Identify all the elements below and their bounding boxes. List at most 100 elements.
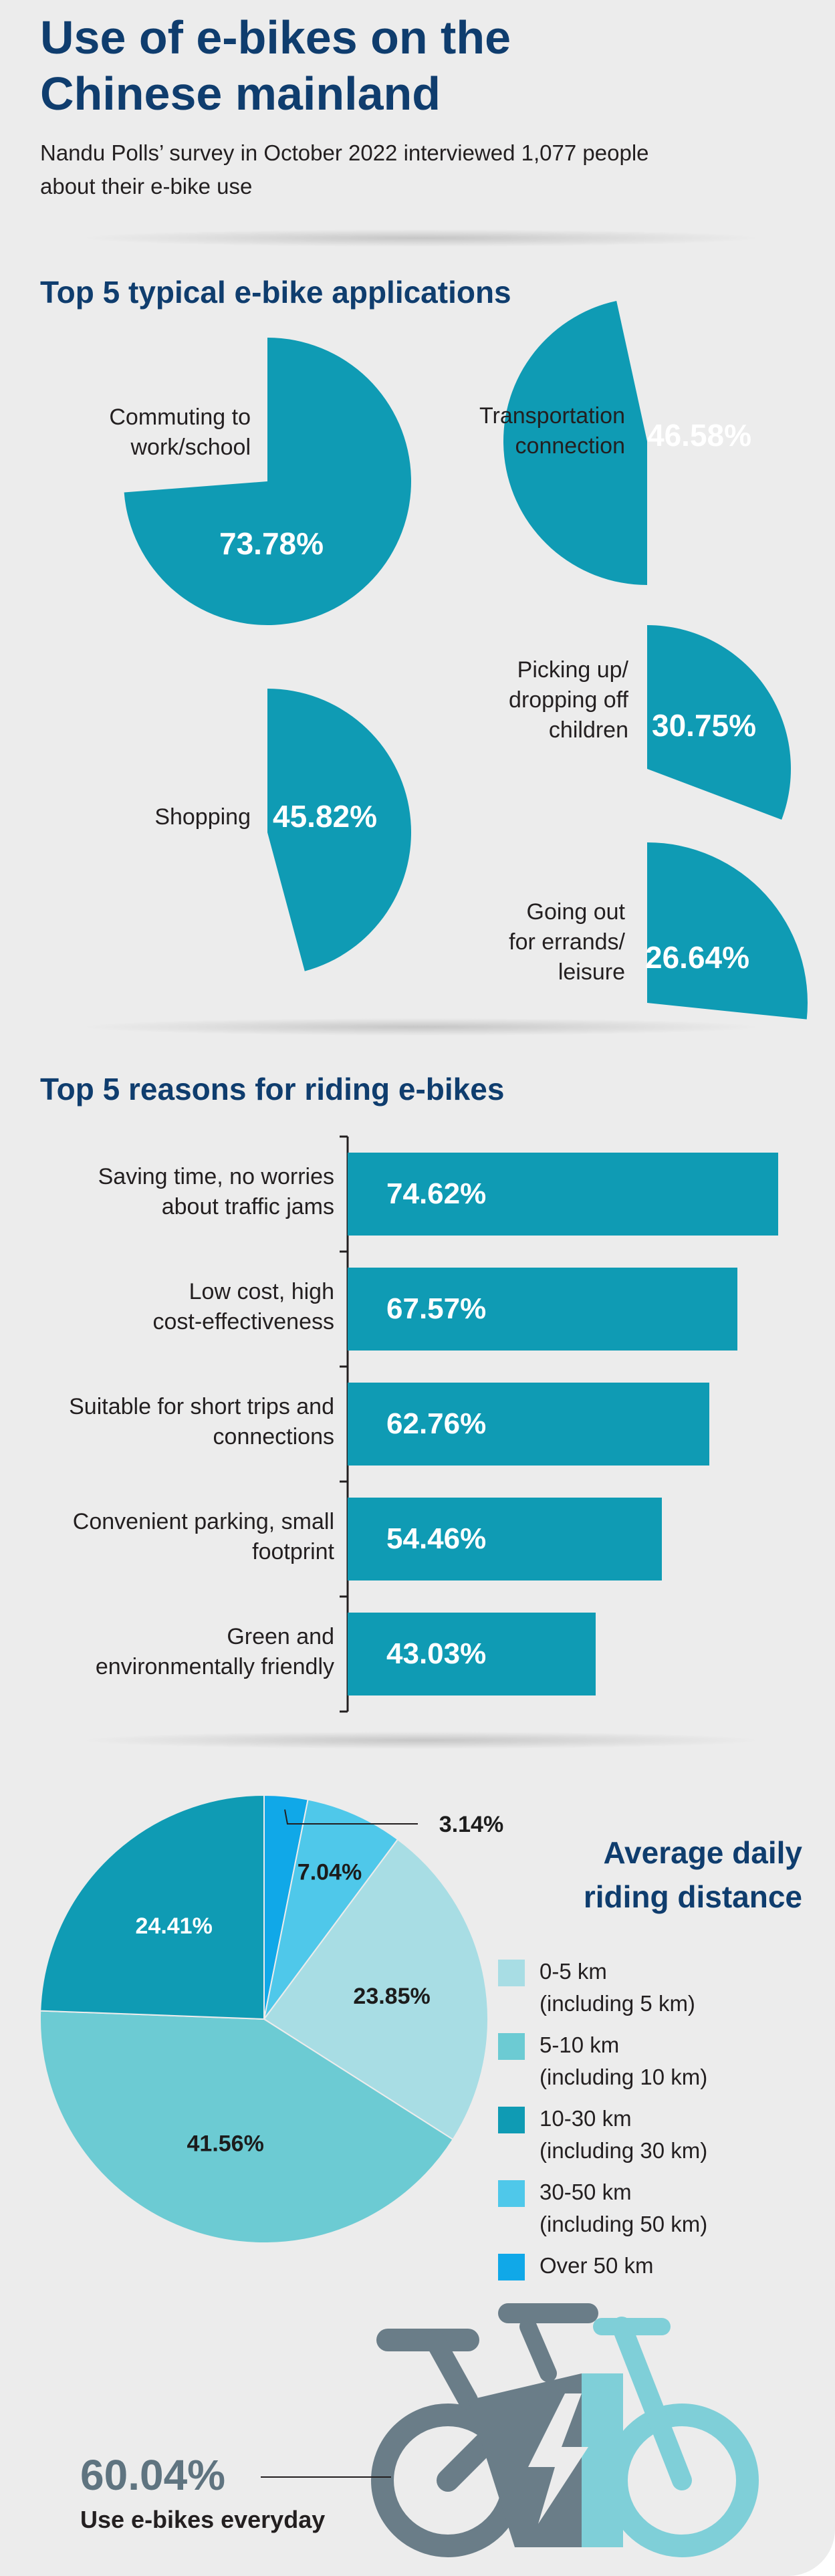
application-label-children: Picking up/ dropping off children — [401, 655, 628, 745]
reason-bar: 74.62% — [348, 1153, 778, 1236]
reason-label: Saving time, no worries about traffic jam… — [27, 1162, 334, 1222]
reason-bar: 67.57% — [348, 1268, 737, 1351]
title-line-2: Chinese mainland — [40, 68, 441, 120]
reason-bar: 43.03% — [348, 1613, 596, 1695]
reason-label: Green and environmentally friendly — [27, 1622, 334, 1682]
application-sector — [124, 338, 412, 625]
application-label-errands: Going out for errands/ leisure — [401, 897, 625, 987]
section-divider — [87, 1732, 755, 1749]
application-value-shopping: 45.82% — [273, 799, 378, 834]
legend-label-line: 0-5 km — [540, 1959, 607, 1984]
legend-swatch — [498, 2107, 525, 2133]
legend-label: 0-5 km (including 5 km) — [540, 1956, 794, 2020]
reason-value: 62.76% — [386, 1407, 487, 1440]
reason-label-line: environmentally friendly — [95, 1654, 334, 1679]
application-label-transportation: Transportation connection — [401, 401, 625, 461]
section-divider — [87, 1018, 755, 1036]
label-line: Picking up/ — [517, 657, 628, 683]
application-sector — [503, 300, 647, 585]
reason-label-line: Convenient parking, small — [72, 1509, 334, 1534]
distance-value-label: 23.85% — [353, 1984, 430, 2009]
application-value-transportation: 46.58% — [647, 418, 752, 453]
legend-label-line: Over 50 km — [540, 2253, 654, 2278]
distance-pie-chart: 3.14% 7.04% 23.85% 41.56% 24.41% — [39, 1794, 503, 2244]
subtitle-line-2: about their e-bike use — [40, 174, 253, 199]
label-line: for errands/ — [509, 929, 625, 955]
distance-value-label: 3.14% — [439, 1812, 503, 1837]
page-subtitle: Nandu Polls’ survey in October 2022 inte… — [40, 136, 776, 203]
label-line: children — [548, 717, 628, 743]
title-line-1: Use of e-bikes on the — [40, 11, 511, 64]
reason-label-line: Saving time, no worries — [98, 1164, 334, 1189]
application-value-errands: 26.64% — [645, 940, 750, 975]
legend-swatch — [498, 2180, 525, 2207]
reasons-section-title: Top 5 reasons for riding e-bikes — [40, 1072, 505, 1106]
e-bike-icon — [371, 2303, 759, 2557]
page-title: Use of e-bikes on the Chinese mainland — [40, 9, 776, 122]
label-line: Going out — [526, 899, 625, 925]
reason-value: 54.46% — [386, 1522, 487, 1555]
label-line: Shopping — [154, 804, 251, 830]
application-sector — [267, 689, 411, 971]
label-line: Commuting to — [109, 404, 251, 430]
application-sector — [647, 842, 808, 1020]
reason-value: 43.03% — [386, 1637, 487, 1670]
reason-value: 67.57% — [386, 1292, 487, 1325]
leader-line — [284, 1809, 418, 1825]
reason-label-line: Suitable for short trips and — [69, 1394, 334, 1419]
legend-swatch — [498, 2033, 525, 2060]
legend-title-line: Average daily — [603, 1835, 802, 1870]
label-line: leisure — [558, 959, 625, 985]
reason-label-line: connections — [213, 1424, 334, 1449]
label-line: work/school — [130, 435, 251, 460]
legend-label: 10-30 km (including 30 km) — [540, 2103, 794, 2167]
legend-swatch — [498, 1960, 525, 1986]
reason-value: 74.62% — [386, 1177, 487, 1210]
reason-label-line: about traffic jams — [161, 1194, 334, 1219]
application-sector — [647, 625, 791, 820]
daily-use-value: 60.04% — [80, 2451, 226, 2499]
reason-label: Suitable for short trips and connections — [27, 1392, 334, 1452]
legend-label-line: (including 50 km) — [540, 2212, 708, 2236]
legend-swatch — [498, 2254, 525, 2280]
applications-section-title: Top 5 typical e-bike applications — [40, 275, 511, 310]
distance-slice — [263, 1798, 399, 2020]
legend-label-line: (including 10 km) — [540, 2065, 708, 2089]
application-label-shopping: Shopping — [27, 802, 251, 832]
distance-slice — [39, 1794, 265, 2020]
label-line: connection — [515, 433, 625, 459]
distance-value-label: 41.56% — [187, 2131, 264, 2156]
distance-value-label: 7.04% — [297, 1860, 362, 1885]
daily-use-caption: Use e-bikes everyday — [80, 2506, 326, 2533]
application-value-commuting: 73.78% — [219, 526, 324, 561]
legend-label: 5-10 km (including 10 km) — [540, 2029, 794, 2093]
reason-label: Convenient parking, small footprint — [27, 1507, 334, 1567]
reason-bar: 54.46% — [348, 1498, 662, 1580]
legend-label: Over 50 km — [540, 2250, 794, 2282]
distance-slice — [263, 1838, 489, 2141]
reason-bar: 62.76% — [348, 1383, 710, 1466]
footer-leader-line — [261, 2476, 391, 2478]
label-line: Transportation — [479, 403, 625, 429]
legend-label-line: 5-10 km — [540, 2032, 620, 2057]
reason-label-line: Low cost, high — [189, 1279, 334, 1304]
legend-label-line: (including 5 km) — [540, 1991, 695, 2016]
legend-label-line: 30-50 km — [540, 2180, 632, 2204]
subtitle-line-1: Nandu Polls’ survey in October 2022 inte… — [40, 140, 649, 165]
distance-slice — [39, 2010, 454, 2244]
reason-label-line: footprint — [252, 1539, 334, 1564]
legend-title-line: riding distance — [583, 1879, 802, 1914]
reason-label-line: Green and — [227, 1624, 334, 1649]
legend-label-line: (including 30 km) — [540, 2138, 708, 2163]
reason-label-line: cost-effectiveness — [152, 1309, 334, 1334]
legend-label-line: 10-30 km — [540, 2106, 632, 2131]
legend-label: 30-50 km (including 50 km) — [540, 2176, 794, 2240]
reason-label: Low cost, high cost-effectiveness — [27, 1277, 334, 1337]
distance-legend-title: Average daily riding distance — [508, 1831, 802, 1919]
label-line: dropping off — [509, 687, 628, 713]
application-value-children: 30.75% — [652, 708, 757, 743]
section-divider — [87, 229, 755, 247]
application-label-commuting: Commuting to work/school — [27, 402, 251, 463]
applications-pie-chart — [124, 300, 808, 1020]
